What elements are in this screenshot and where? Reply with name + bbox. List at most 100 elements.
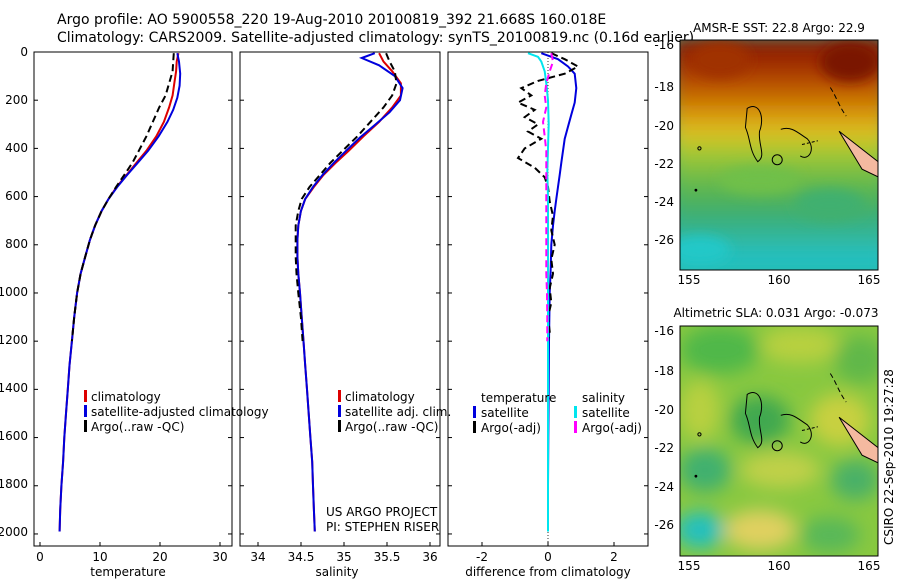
sla-coastlines xyxy=(694,373,878,478)
sla-anomaly-field xyxy=(680,326,878,553)
sla-low-patch xyxy=(800,517,860,553)
salinity-plot-frame xyxy=(239,51,441,547)
reef-contour xyxy=(744,106,763,163)
legend-label-climatology: climatology xyxy=(345,390,415,404)
sla-map-title: Altimetric SLA: 0.031 Argo: -0.073 xyxy=(673,306,878,320)
sst-map-frame xyxy=(679,39,879,271)
salinity-x-tick: 35 xyxy=(336,550,351,564)
figure-title-line-2: Climatology: CARS2009. Satellite-adjuste… xyxy=(57,30,694,46)
difference-axis-label: difference from climatology xyxy=(465,565,631,579)
salinity-x-tick: 35.5 xyxy=(374,550,401,564)
temperature-x-tick: 0 xyxy=(36,550,44,564)
series-line xyxy=(527,52,550,532)
difference-x-tick: -2 xyxy=(476,550,488,564)
sla-high-patch xyxy=(760,327,840,363)
legend-header-temperature: temperature xyxy=(481,391,556,405)
sla-lat-tick: -20 xyxy=(654,403,674,417)
temperature-series xyxy=(58,53,182,532)
sla-lon-ticks: 155 160 165 xyxy=(678,559,881,573)
legend-label-satellite: satellite-adjusted climatology xyxy=(91,405,269,419)
legend-swatch-argo xyxy=(84,420,87,432)
legend-label-sal-satellite: satellite xyxy=(582,406,630,420)
profile-tick-marks xyxy=(34,51,648,546)
legend-label-argo: Argo(..raw -QC) xyxy=(345,420,438,434)
salinity-x-tick: 34.5 xyxy=(288,550,315,564)
depth-tick: 600 xyxy=(5,189,28,203)
temperature-x-tick: 10 xyxy=(92,550,107,564)
pi-credit: PI: STEPHEN RISER xyxy=(326,520,439,534)
depth-tick: 0 xyxy=(20,45,28,59)
figure-title-line-1: Argo profile: AO 5900558_220 19-Aug-2010… xyxy=(57,12,606,28)
land-polygon xyxy=(838,130,878,178)
profile-location-marker xyxy=(771,154,783,166)
legend-swatch-temp-argo xyxy=(473,421,476,433)
legend-label-argo: Argo(..raw -QC) xyxy=(91,420,184,434)
difference-x-ticks: -2 0 2 xyxy=(476,550,618,564)
temperature-x-tick: 20 xyxy=(152,550,167,564)
sla-lat-tick: -24 xyxy=(654,480,674,494)
creation-timestamp: CSIRO 22-Sep-2010 19:27:28 xyxy=(882,369,896,545)
depth-tick: 1600 xyxy=(0,429,28,443)
temperature-x-tick: 30 xyxy=(212,550,227,564)
legend-swatch-sal-satellite xyxy=(574,406,577,418)
salinity-x-ticks: 34 34.5 35 35.5 36 xyxy=(250,550,437,564)
difference-x-tick: 2 xyxy=(610,550,618,564)
salinity-x-tick: 34 xyxy=(250,550,265,564)
legend-label-sal-argo: Argo(-adj) xyxy=(582,421,642,435)
depth-tick: 2000 xyxy=(0,525,28,539)
sla-heatmap xyxy=(680,326,878,556)
sla-low-patch xyxy=(730,396,790,444)
legend-label-climatology: climatology xyxy=(91,390,161,404)
sla-low-patch xyxy=(680,326,760,374)
sst-map-title: AMSR-E SST: 22.8 Argo: 22.9 xyxy=(693,21,865,35)
sla-lon-tick: 165 xyxy=(858,559,881,573)
sla-lon-tick: 155 xyxy=(678,559,701,573)
salinity-series xyxy=(294,52,404,532)
sst-band xyxy=(680,248,878,270)
sla-very-low-patch xyxy=(680,512,724,548)
difference-legend: temperature salinity satellite Argo(-adj… xyxy=(473,391,642,435)
sst-lat-tick: -18 xyxy=(654,80,674,94)
legend-swatch-temp-satellite xyxy=(473,406,476,418)
reef-contour xyxy=(801,426,819,432)
series-line xyxy=(540,52,578,532)
sst-lat-tick: -24 xyxy=(654,195,674,209)
sla-very-high-patch xyxy=(724,510,796,550)
reef-contour xyxy=(801,140,819,146)
sla-low-patch xyxy=(831,460,878,500)
legend-swatch-sal-argo xyxy=(574,421,577,433)
depth-tick: 1000 xyxy=(0,285,28,299)
sst-lat-tick: -26 xyxy=(654,233,674,247)
difference-x-tick: 0 xyxy=(544,550,552,564)
series-line xyxy=(70,53,175,342)
series-line xyxy=(296,52,404,532)
reef-contour xyxy=(780,127,812,158)
sst-heatmap xyxy=(680,40,878,270)
sst-lat-tick: -16 xyxy=(654,38,674,52)
sla-lat-ticks: -16 -18 -20 -22 -24 -26 xyxy=(654,324,674,532)
reef-contour xyxy=(829,87,847,117)
reef-contour xyxy=(780,413,812,444)
sla-high-patch xyxy=(680,380,720,440)
depth-tick: 1800 xyxy=(0,477,28,491)
sst-lat-tick: -20 xyxy=(654,119,674,133)
series-line xyxy=(515,52,581,342)
project-credit: US ARGO PROJECT xyxy=(326,505,438,519)
legend-swatch-satellite xyxy=(84,405,87,417)
salinity-axis-label: salinity xyxy=(315,565,358,579)
sst-coastlines xyxy=(694,87,878,192)
profile-location-marker xyxy=(771,440,783,452)
reef-contour xyxy=(829,373,847,403)
legend-swatch-argo xyxy=(338,420,341,432)
sst-variation xyxy=(680,42,878,264)
salinity-x-tick: 36 xyxy=(422,550,437,564)
sla-low-patch xyxy=(680,448,731,492)
depth-axis: 0 200 400 600 800 1000 1200 1400 1600 18… xyxy=(0,45,28,539)
sla-map-frame xyxy=(679,325,879,557)
sst-warm-patch xyxy=(820,42,878,82)
legend-label-temp-argo: Argo(-adj) xyxy=(481,421,541,435)
series-line xyxy=(541,53,555,342)
sst-green-patch xyxy=(720,166,800,194)
sst-lon-ticks: 155 160 165 xyxy=(678,273,881,287)
depth-tick: 400 xyxy=(5,141,28,155)
